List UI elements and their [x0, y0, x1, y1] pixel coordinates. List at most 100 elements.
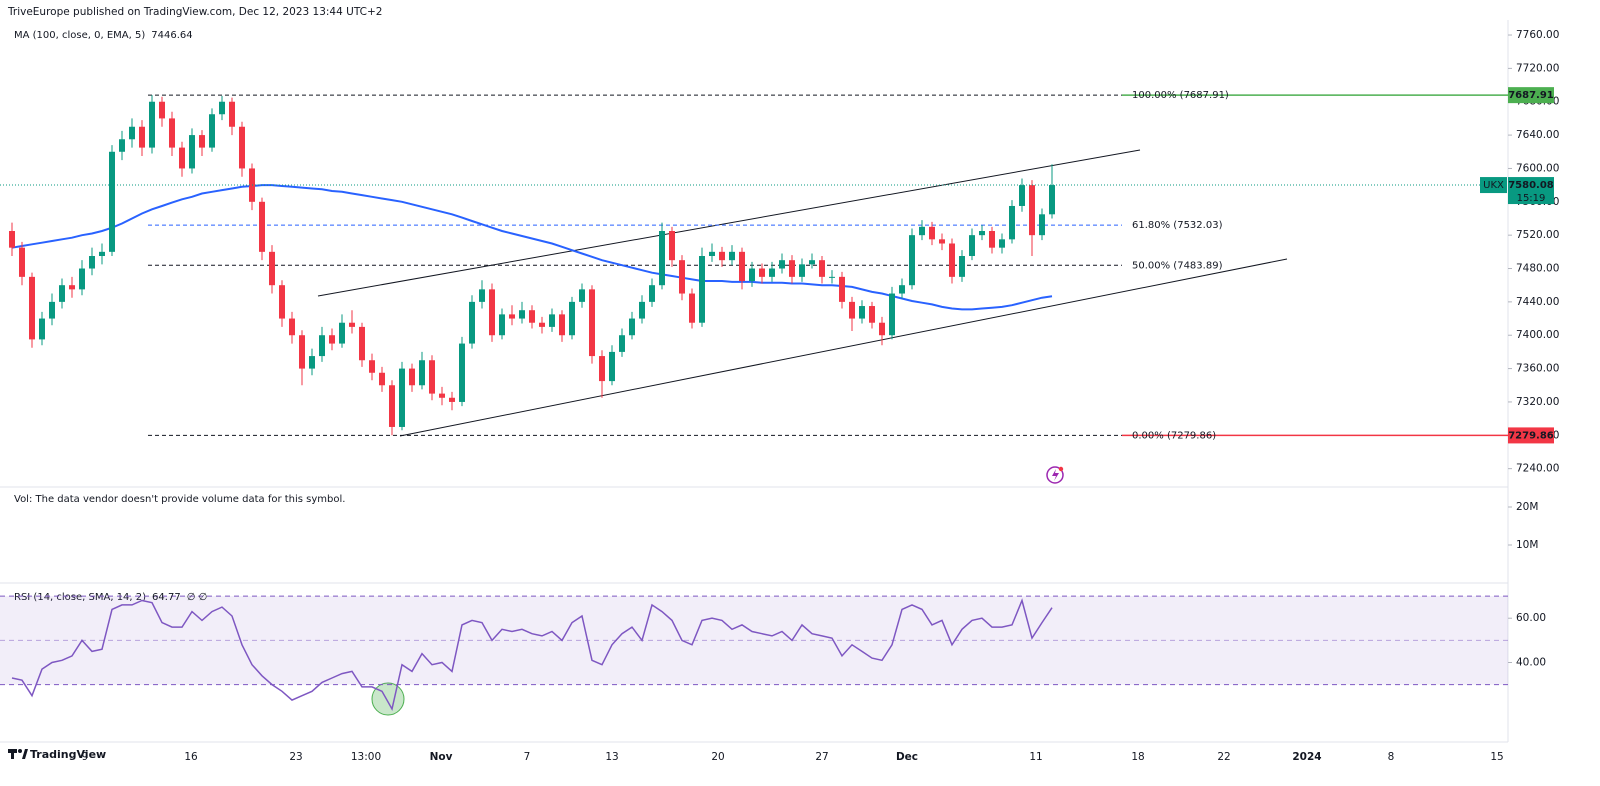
candle-body	[199, 135, 205, 148]
ma-legend: MA (100, close, 0, EMA, 5)	[14, 30, 145, 41]
y-tick-label: 7760.00	[1516, 29, 1559, 41]
rsi-legend: RSI (14, close, SMA, 14, 2)	[14, 592, 146, 603]
candle-body	[309, 356, 315, 369]
candle-body	[689, 293, 695, 323]
x-tick-label: 16	[184, 751, 198, 763]
logo-part	[11, 749, 14, 759]
candle-body	[149, 101, 155, 148]
candle-body	[889, 293, 895, 336]
candle-body	[1019, 185, 1025, 206]
candle-body	[859, 306, 865, 319]
x-tick-label: 2024	[1292, 751, 1321, 763]
candle-body	[329, 335, 335, 344]
event-icon[interactable]	[1046, 466, 1064, 484]
y-tick-label: 7600.00	[1516, 162, 1559, 174]
rsi-tick-label: 40.00	[1516, 657, 1546, 669]
candle-body	[979, 230, 985, 236]
rsi-line	[11, 598, 1053, 712]
candle-body	[569, 301, 575, 336]
y-tick-label: 7240.00	[1516, 463, 1559, 475]
rsi-band	[0, 596, 1508, 685]
candle-body	[609, 351, 615, 382]
candle-body	[429, 360, 435, 394]
candle-body	[269, 251, 275, 286]
candle-body	[849, 301, 855, 319]
candle-body	[39, 318, 45, 340]
candle-body	[619, 335, 625, 352]
candle-body	[399, 368, 405, 427]
candle-body	[1049, 185, 1055, 215]
candle-body	[259, 201, 265, 252]
symbol-tag-bg	[1480, 177, 1507, 194]
fib-tag-bg	[1508, 427, 1554, 444]
candle-body	[1039, 214, 1045, 236]
candle-body	[539, 322, 545, 327]
fib-label: 50.00% (7483.89)	[1132, 260, 1223, 271]
ma-legend-value: 7446.64	[151, 30, 192, 41]
y-tick-label: 7520.00	[1516, 229, 1559, 241]
logo-part	[22, 749, 28, 759]
candle-body	[209, 114, 215, 148]
candle-body	[369, 360, 375, 373]
y-tick-label: 7320.00	[1516, 396, 1559, 408]
y-tick-label: 7440.00	[1516, 296, 1559, 308]
candle-body	[929, 226, 935, 240]
candle-body	[1009, 205, 1015, 240]
candle-body	[279, 285, 285, 319]
candle-body	[559, 314, 565, 336]
candle-body	[219, 101, 225, 115]
symbol-tag: UKX	[1483, 180, 1504, 191]
candle-body	[129, 126, 135, 140]
candle-body	[109, 151, 115, 252]
candle-body	[159, 101, 165, 119]
candle-body	[639, 301, 645, 319]
candle-body	[659, 230, 665, 286]
candle-body	[89, 256, 95, 269]
brand: TradingView	[30, 748, 106, 761]
candle-body	[739, 251, 745, 282]
candle-body	[1029, 185, 1035, 236]
candle-body	[899, 285, 905, 294]
candle-body	[669, 230, 675, 261]
candle-body	[99, 251, 105, 257]
fib-tag: 7687.91	[1508, 90, 1554, 101]
candle-body	[59, 285, 65, 302]
y-tick-label: 7720.00	[1516, 62, 1559, 74]
fib-tag: 7279.86	[1508, 430, 1554, 441]
candle-body	[349, 322, 355, 327]
candle-body	[519, 310, 525, 319]
candle-body	[809, 260, 815, 265]
candle-body	[549, 314, 555, 327]
candle-body	[289, 318, 295, 336]
candle-body	[509, 314, 515, 319]
fib-label: 0.00% (7279.86)	[1132, 430, 1216, 441]
candle-body	[879, 322, 885, 336]
candle-body	[769, 268, 775, 277]
candle-body	[989, 230, 995, 248]
channel-line	[317, 149, 1141, 297]
ma-line	[11, 184, 1053, 311]
candle-body	[499, 314, 505, 336]
candle-body	[409, 368, 415, 386]
candle-body	[939, 239, 945, 244]
candle-body	[949, 243, 955, 277]
candle-body	[789, 260, 795, 277]
volume-note: Vol: The data vendor doesn't provide vol…	[14, 494, 345, 505]
candle-body	[9, 230, 15, 248]
candle-body	[359, 326, 365, 361]
candle-body	[489, 289, 495, 336]
x-tick-label: 13:00	[351, 751, 381, 763]
volume-tick-label: 20M	[1516, 501, 1538, 513]
y-tick-label: 7400.00	[1516, 329, 1559, 341]
rsi-legend-extra: ∅ ∅	[187, 592, 208, 603]
fib-label: 100.00% (7687.91)	[1132, 90, 1229, 101]
rsi-tick-label: 60.00	[1516, 612, 1546, 624]
event-bolt	[1052, 469, 1059, 481]
candle-body	[599, 356, 605, 382]
candle-body	[969, 235, 975, 257]
publish-header: TriveEurope published on TradingView.com…	[7, 6, 382, 18]
candle-body	[119, 139, 125, 152]
y-tick-label: 7480.00	[1516, 263, 1559, 275]
candle-body	[419, 360, 425, 386]
